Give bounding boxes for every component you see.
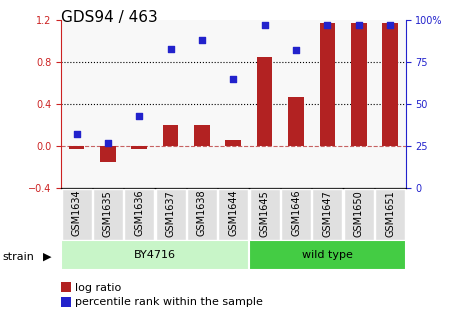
- Bar: [382, 23, 398, 146]
- FancyBboxPatch shape: [187, 189, 217, 240]
- Bar: [100, 146, 116, 162]
- FancyBboxPatch shape: [218, 189, 249, 240]
- Text: GSM1634: GSM1634: [72, 190, 82, 237]
- Bar: [69, 146, 84, 149]
- FancyBboxPatch shape: [249, 240, 406, 270]
- Point: [104, 140, 112, 145]
- Bar: [319, 23, 335, 146]
- Text: GSM1636: GSM1636: [134, 190, 144, 237]
- Text: ▶: ▶: [43, 252, 52, 262]
- Point: [386, 23, 394, 28]
- Point: [230, 76, 237, 82]
- FancyBboxPatch shape: [156, 189, 186, 240]
- Text: strain: strain: [2, 252, 34, 262]
- Text: percentile rank within the sample: percentile rank within the sample: [75, 297, 263, 307]
- FancyBboxPatch shape: [250, 189, 280, 240]
- Point: [292, 48, 300, 53]
- Bar: [194, 125, 210, 146]
- Point: [355, 23, 363, 28]
- Text: BY4716: BY4716: [134, 250, 176, 260]
- FancyBboxPatch shape: [375, 189, 405, 240]
- FancyBboxPatch shape: [344, 189, 374, 240]
- Text: GSM1647: GSM1647: [322, 190, 333, 237]
- FancyBboxPatch shape: [124, 189, 154, 240]
- FancyBboxPatch shape: [61, 240, 249, 270]
- Point: [73, 132, 80, 137]
- Text: log ratio: log ratio: [75, 283, 121, 293]
- FancyBboxPatch shape: [281, 189, 311, 240]
- Text: GSM1651: GSM1651: [385, 190, 395, 237]
- Text: GSM1638: GSM1638: [197, 190, 207, 237]
- Bar: [131, 146, 147, 149]
- Point: [324, 23, 331, 28]
- Text: GSM1635: GSM1635: [103, 190, 113, 237]
- Bar: [351, 23, 366, 146]
- Text: GSM1645: GSM1645: [260, 190, 270, 237]
- Text: GDS94 / 463: GDS94 / 463: [61, 10, 158, 25]
- Point: [261, 23, 268, 28]
- Text: GSM1637: GSM1637: [166, 190, 176, 237]
- FancyBboxPatch shape: [61, 189, 91, 240]
- Point: [198, 38, 206, 43]
- FancyBboxPatch shape: [93, 189, 123, 240]
- Bar: [163, 125, 179, 146]
- Point: [167, 46, 174, 51]
- Text: wild type: wild type: [302, 250, 353, 260]
- Bar: [257, 57, 272, 146]
- Point: [136, 113, 143, 119]
- Text: GSM1646: GSM1646: [291, 190, 301, 237]
- Bar: [226, 140, 241, 146]
- Text: GSM1650: GSM1650: [354, 190, 363, 237]
- Bar: [288, 97, 304, 146]
- Text: GSM1644: GSM1644: [228, 190, 238, 237]
- FancyBboxPatch shape: [312, 189, 342, 240]
